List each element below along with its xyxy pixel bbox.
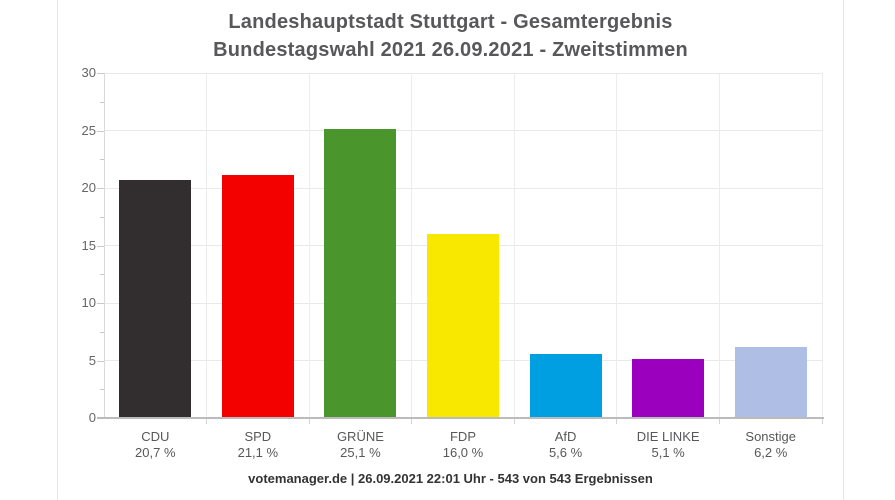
category-label-afd: AfD 5,6 %	[514, 429, 617, 461]
h-gridline-20	[104, 187, 822, 189]
y-axis-tick-15	[97, 245, 104, 247]
category-label-die-linke: DIE LINKE 5,1 %	[617, 429, 720, 461]
y-axis-minor-tick-17.5	[100, 216, 104, 218]
v-gridline-5	[616, 73, 618, 418]
category-name-sonstige: Sonstige	[745, 429, 796, 444]
category-percent-sonstige: 6,2 %	[754, 445, 788, 460]
y-axis-label-20: 20	[81, 180, 96, 195]
v-gridline-6	[718, 73, 720, 418]
bar-fdp[interactable]	[427, 234, 499, 418]
bar-sonstige[interactable]	[734, 346, 807, 418]
category-percent-afd: 5,6 %	[548, 445, 583, 460]
y-axis-tick-5	[97, 360, 104, 362]
bar-die-linke[interactable]	[632, 359, 705, 418]
category-label-spd: SPD 21,1 %	[207, 429, 310, 461]
category-name-gruene: GRÜNE	[336, 429, 384, 444]
bar-afd[interactable]	[529, 353, 602, 418]
bar-cdu[interactable]	[119, 179, 192, 418]
y-axis-label-25: 25	[81, 122, 96, 138]
y-axis-tick-10	[97, 303, 104, 304]
y-axis-minor-tick-2.5	[100, 389, 104, 391]
x-axis-tick-5	[616, 419, 618, 424]
y-axis-tick-25	[97, 130, 104, 132]
category-percent-spd: 21,1 %	[237, 445, 279, 460]
category-label-cdu: CDU 20,7 %	[104, 429, 207, 461]
h-gridline-25	[104, 130, 822, 131]
category-name-cdu: CDU	[141, 429, 170, 444]
category-percent-fdp: 16,0 %	[442, 445, 484, 460]
y-axis-minor-tick-22.5	[100, 159, 104, 161]
y-axis-label-0: 0	[88, 410, 96, 425]
v-gridline-3	[411, 73, 413, 418]
y-axis-label-10: 10	[81, 295, 96, 310]
category-name-fdp: FDP	[449, 429, 476, 444]
chart-title-line2: Bundestagswahl 2021 26.09.2021 - Zweitst…	[213, 39, 688, 61]
x-axis-tick-6	[718, 419, 720, 424]
category-label-gruene: GRÜNE 25,1 %	[309, 429, 412, 461]
v-gridline-1	[206, 73, 208, 418]
y-axis-label-30: 30	[81, 65, 96, 80]
y-axis-minor-tick-7.5	[100, 331, 104, 333]
y-axis-label-5: 5	[88, 352, 96, 368]
bar-spd[interactable]	[221, 175, 294, 418]
category-name-afd: AfD	[554, 429, 577, 444]
y-axis-tick-30	[97, 73, 104, 74]
chart-title: Landeshauptstadt Stuttgart - Gesamtergeb…	[58, 8, 843, 64]
category-name-spd: SPD	[244, 429, 272, 444]
category-label-sonstige: Sonstige 6,2 %	[719, 429, 822, 461]
category-label-fdp: FDP 16,0 %	[412, 429, 515, 461]
y-axis-minor-tick-12.5	[100, 274, 104, 276]
chart-title-line1: Landeshauptstadt Stuttgart - Gesamtergeb…	[228, 11, 673, 33]
x-axis-tick-7	[821, 419, 823, 424]
category-percent-die-linke: 5,1 %	[651, 445, 685, 460]
x-axis-line	[97, 417, 824, 419]
y-axis-minor-tick-27.5	[100, 101, 104, 103]
bar-gruene[interactable]	[324, 129, 397, 418]
source-note: votemanager.de | 26.09.2021 22:01 Uhr - …	[248, 471, 653, 486]
y-axis-line	[104, 73, 105, 418]
category-percent-gruene: 25,1 %	[340, 445, 381, 460]
x-axis-tick-1	[206, 419, 208, 424]
h-gridline-30	[104, 72, 822, 74]
y-axis-label-15: 15	[81, 237, 96, 253]
v-gridline-7	[821, 73, 823, 418]
x-axis-tick-2	[308, 419, 310, 424]
category-percent-cdu: 20,7 %	[135, 445, 176, 460]
y-axis-tick-20	[97, 188, 104, 189]
category-name-die-linke: DIE LINKE	[636, 429, 700, 444]
x-axis-tick-4	[513, 419, 515, 424]
v-gridline-4	[513, 73, 515, 418]
plot-area	[104, 72, 823, 418]
v-gridline-2	[308, 73, 310, 418]
x-axis-tick-3	[411, 419, 413, 424]
